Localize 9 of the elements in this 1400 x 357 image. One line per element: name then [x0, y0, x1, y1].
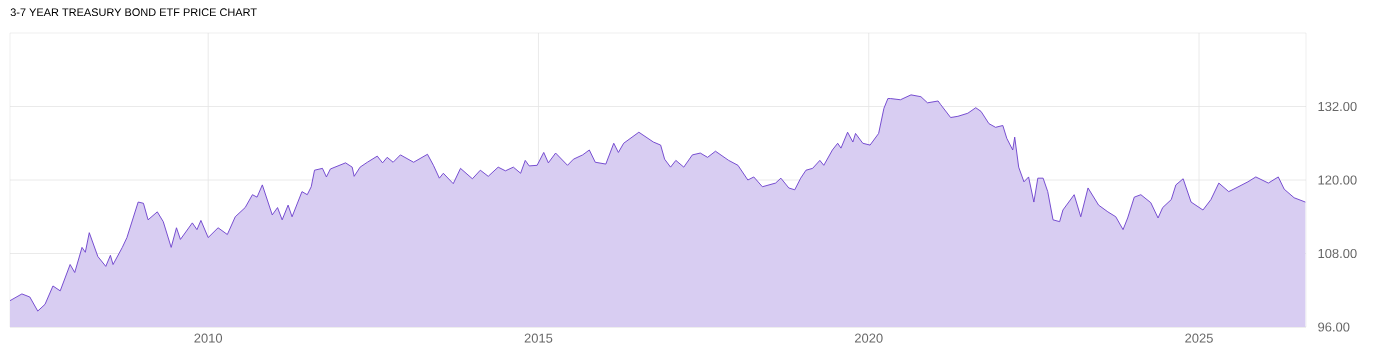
- x-tick-label: 2010: [194, 333, 223, 343]
- y-tick-label: 132.00: [1318, 101, 1357, 112]
- y-tick-label: 120.00: [1318, 175, 1357, 185]
- y-tick-label: 108.00: [1318, 248, 1357, 259]
- x-tick-label: 2020: [854, 333, 883, 343]
- x-tick-label: 2025: [1185, 333, 1213, 343]
- x-tick-label: 2015: [524, 333, 553, 343]
- y-tick-label: 96.00: [1318, 322, 1350, 332]
- chart-title: 3-7 YEAR TREASURY BOND ETF PRICE CHART: [10, 8, 257, 17]
